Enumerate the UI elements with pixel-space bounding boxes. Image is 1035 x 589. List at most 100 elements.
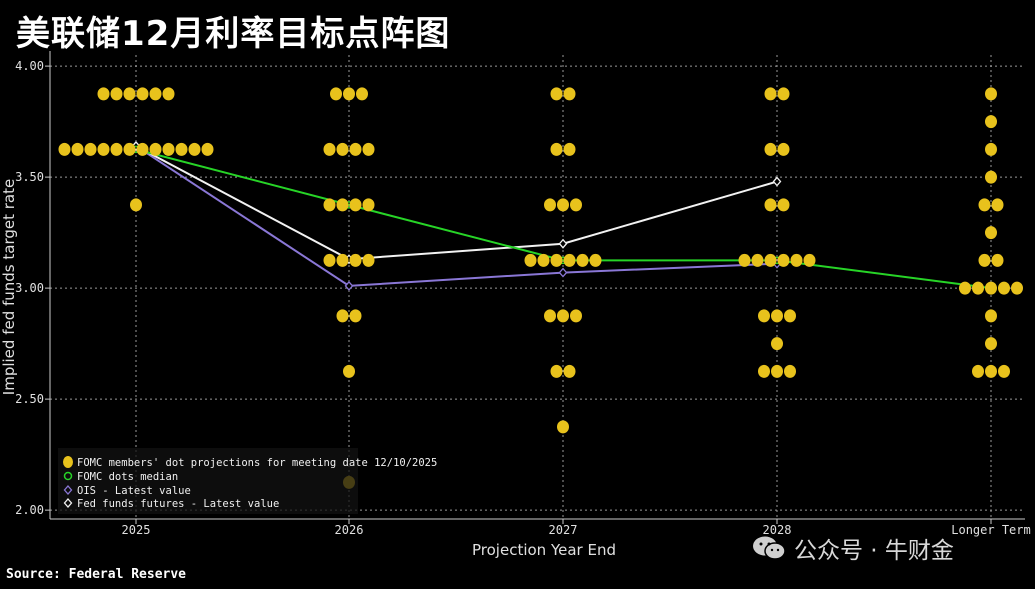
fomc-dot <box>959 281 971 295</box>
watermark-text: 公众号 · 牛财金 <box>794 538 954 564</box>
x-tick-label: 2027 <box>549 523 578 537</box>
fomc-dot <box>550 142 563 156</box>
fomc-dot <box>362 198 375 212</box>
fomc-dot <box>110 87 123 101</box>
fomc-dot <box>563 87 576 101</box>
fomc-dot <box>771 364 783 378</box>
fomc-dot <box>130 198 142 212</box>
legend-futures-marker <box>63 498 73 508</box>
fomc-dot <box>544 198 556 212</box>
fomc-dot <box>336 309 349 323</box>
fomc-dot <box>550 364 563 378</box>
fomc-dot <box>136 142 149 156</box>
fomc-dot <box>149 142 162 156</box>
legend-box <box>58 448 358 514</box>
fomc-dot <box>777 198 790 212</box>
fomc-dot <box>330 87 342 101</box>
fomc-dot <box>557 309 569 323</box>
ois-marker <box>558 267 568 278</box>
fomc-dot <box>784 309 796 323</box>
legend-label: FOMC dots median <box>77 471 178 483</box>
y-tick-label: 2.50 <box>15 392 44 406</box>
fomc-dot <box>336 253 349 267</box>
x-tick-label: 2026 <box>335 523 364 537</box>
fomc-dot <box>771 309 783 323</box>
fomc-dot <box>738 253 751 267</box>
fomc-dot <box>323 198 336 212</box>
fomc-dot <box>764 253 777 267</box>
fomc-dot <box>123 142 136 156</box>
fomc-dot <box>570 309 582 323</box>
fomc-dot <box>771 337 783 351</box>
fomc-dot <box>550 253 563 267</box>
legend-label: FOMC members' dot projections for meetin… <box>77 457 437 469</box>
fomc-dot <box>550 87 563 101</box>
axis-layer: 2.00 2.50 3.00 3.50 4.00 2025 2026 2027 2028 Long… <box>0 51 1031 559</box>
x-tick-label: 2028 <box>763 523 792 537</box>
fomc-dot <box>985 337 997 351</box>
legend-label: Fed funds futures - Latest value <box>77 498 279 510</box>
fomc-dot <box>175 142 188 156</box>
fomc-dot <box>991 253 1004 267</box>
legend: FOMC members' dot projections for meetin… <box>58 448 437 514</box>
fomc-dot <box>343 87 355 101</box>
x-tick-label: Longer Term <box>951 523 1030 537</box>
fomc-dot <box>349 142 362 156</box>
fomc-dot <box>557 198 569 212</box>
y-tick-label: 3.50 <box>15 170 44 184</box>
fomc-dot <box>985 226 997 240</box>
fomc-dot <box>563 253 576 267</box>
fomc-dot <box>544 309 556 323</box>
fomc-dot <box>349 198 362 212</box>
fomc-dot <box>349 253 362 267</box>
fomc-dot <box>764 142 777 156</box>
y-tick-label: 2.00 <box>15 503 44 517</box>
fomc-dot <box>362 142 375 156</box>
series-line-ois-latest-value <box>135 145 778 287</box>
futures-marker <box>772 176 782 187</box>
fomc-dot <box>985 142 997 156</box>
fomc-dot <box>97 142 110 156</box>
fomc-dot <box>110 142 123 156</box>
y-tick-label: 3.00 <box>15 281 44 295</box>
fomc-dot <box>978 198 991 212</box>
fomc-dot <box>803 253 816 267</box>
fomc-dot <box>323 142 336 156</box>
fomc-dot <box>764 198 777 212</box>
watermark: 公众号 · 牛财金 <box>752 531 954 565</box>
fomc-dot <box>201 142 214 156</box>
fomc-dot <box>136 87 149 101</box>
chart-title: 美联储12月利率目标点阵图 <box>16 14 451 54</box>
fomc-dot <box>978 253 991 267</box>
legend-ois-marker <box>63 485 73 495</box>
fomc-dot <box>149 87 162 101</box>
fomc-dot <box>349 309 362 323</box>
source-note: Source: Federal Reserve <box>6 567 187 582</box>
y-axis-label: Implied fed funds target rate <box>0 179 18 395</box>
fomc-dot <box>362 253 375 267</box>
fomc-dot <box>563 364 576 378</box>
wechat-icon <box>753 536 786 560</box>
fomc-dot <box>784 364 796 378</box>
fomc-dot <box>777 253 790 267</box>
fomc-dot <box>985 170 997 184</box>
fomc-dot <box>998 364 1010 378</box>
fomc-dot <box>97 87 110 101</box>
fomc-dot <box>751 253 764 267</box>
fomc-dot <box>758 309 770 323</box>
fomc-dot <box>570 198 582 212</box>
fomc-dot <box>563 142 576 156</box>
fomc-dot <box>524 253 537 267</box>
y-tick-label: 4.00 <box>15 59 44 73</box>
ois-marker <box>344 280 354 291</box>
fomc-dot <box>336 142 349 156</box>
fomc-dot <box>188 142 201 156</box>
fomc-dot <box>162 87 175 101</box>
dot-layer <box>58 87 1023 489</box>
fomc-dot <box>777 87 790 101</box>
series-line-fomc-dots-median <box>135 148 992 290</box>
fomc-dot <box>537 253 550 267</box>
fomc-dot <box>123 87 136 101</box>
fomc-dot <box>356 87 368 101</box>
